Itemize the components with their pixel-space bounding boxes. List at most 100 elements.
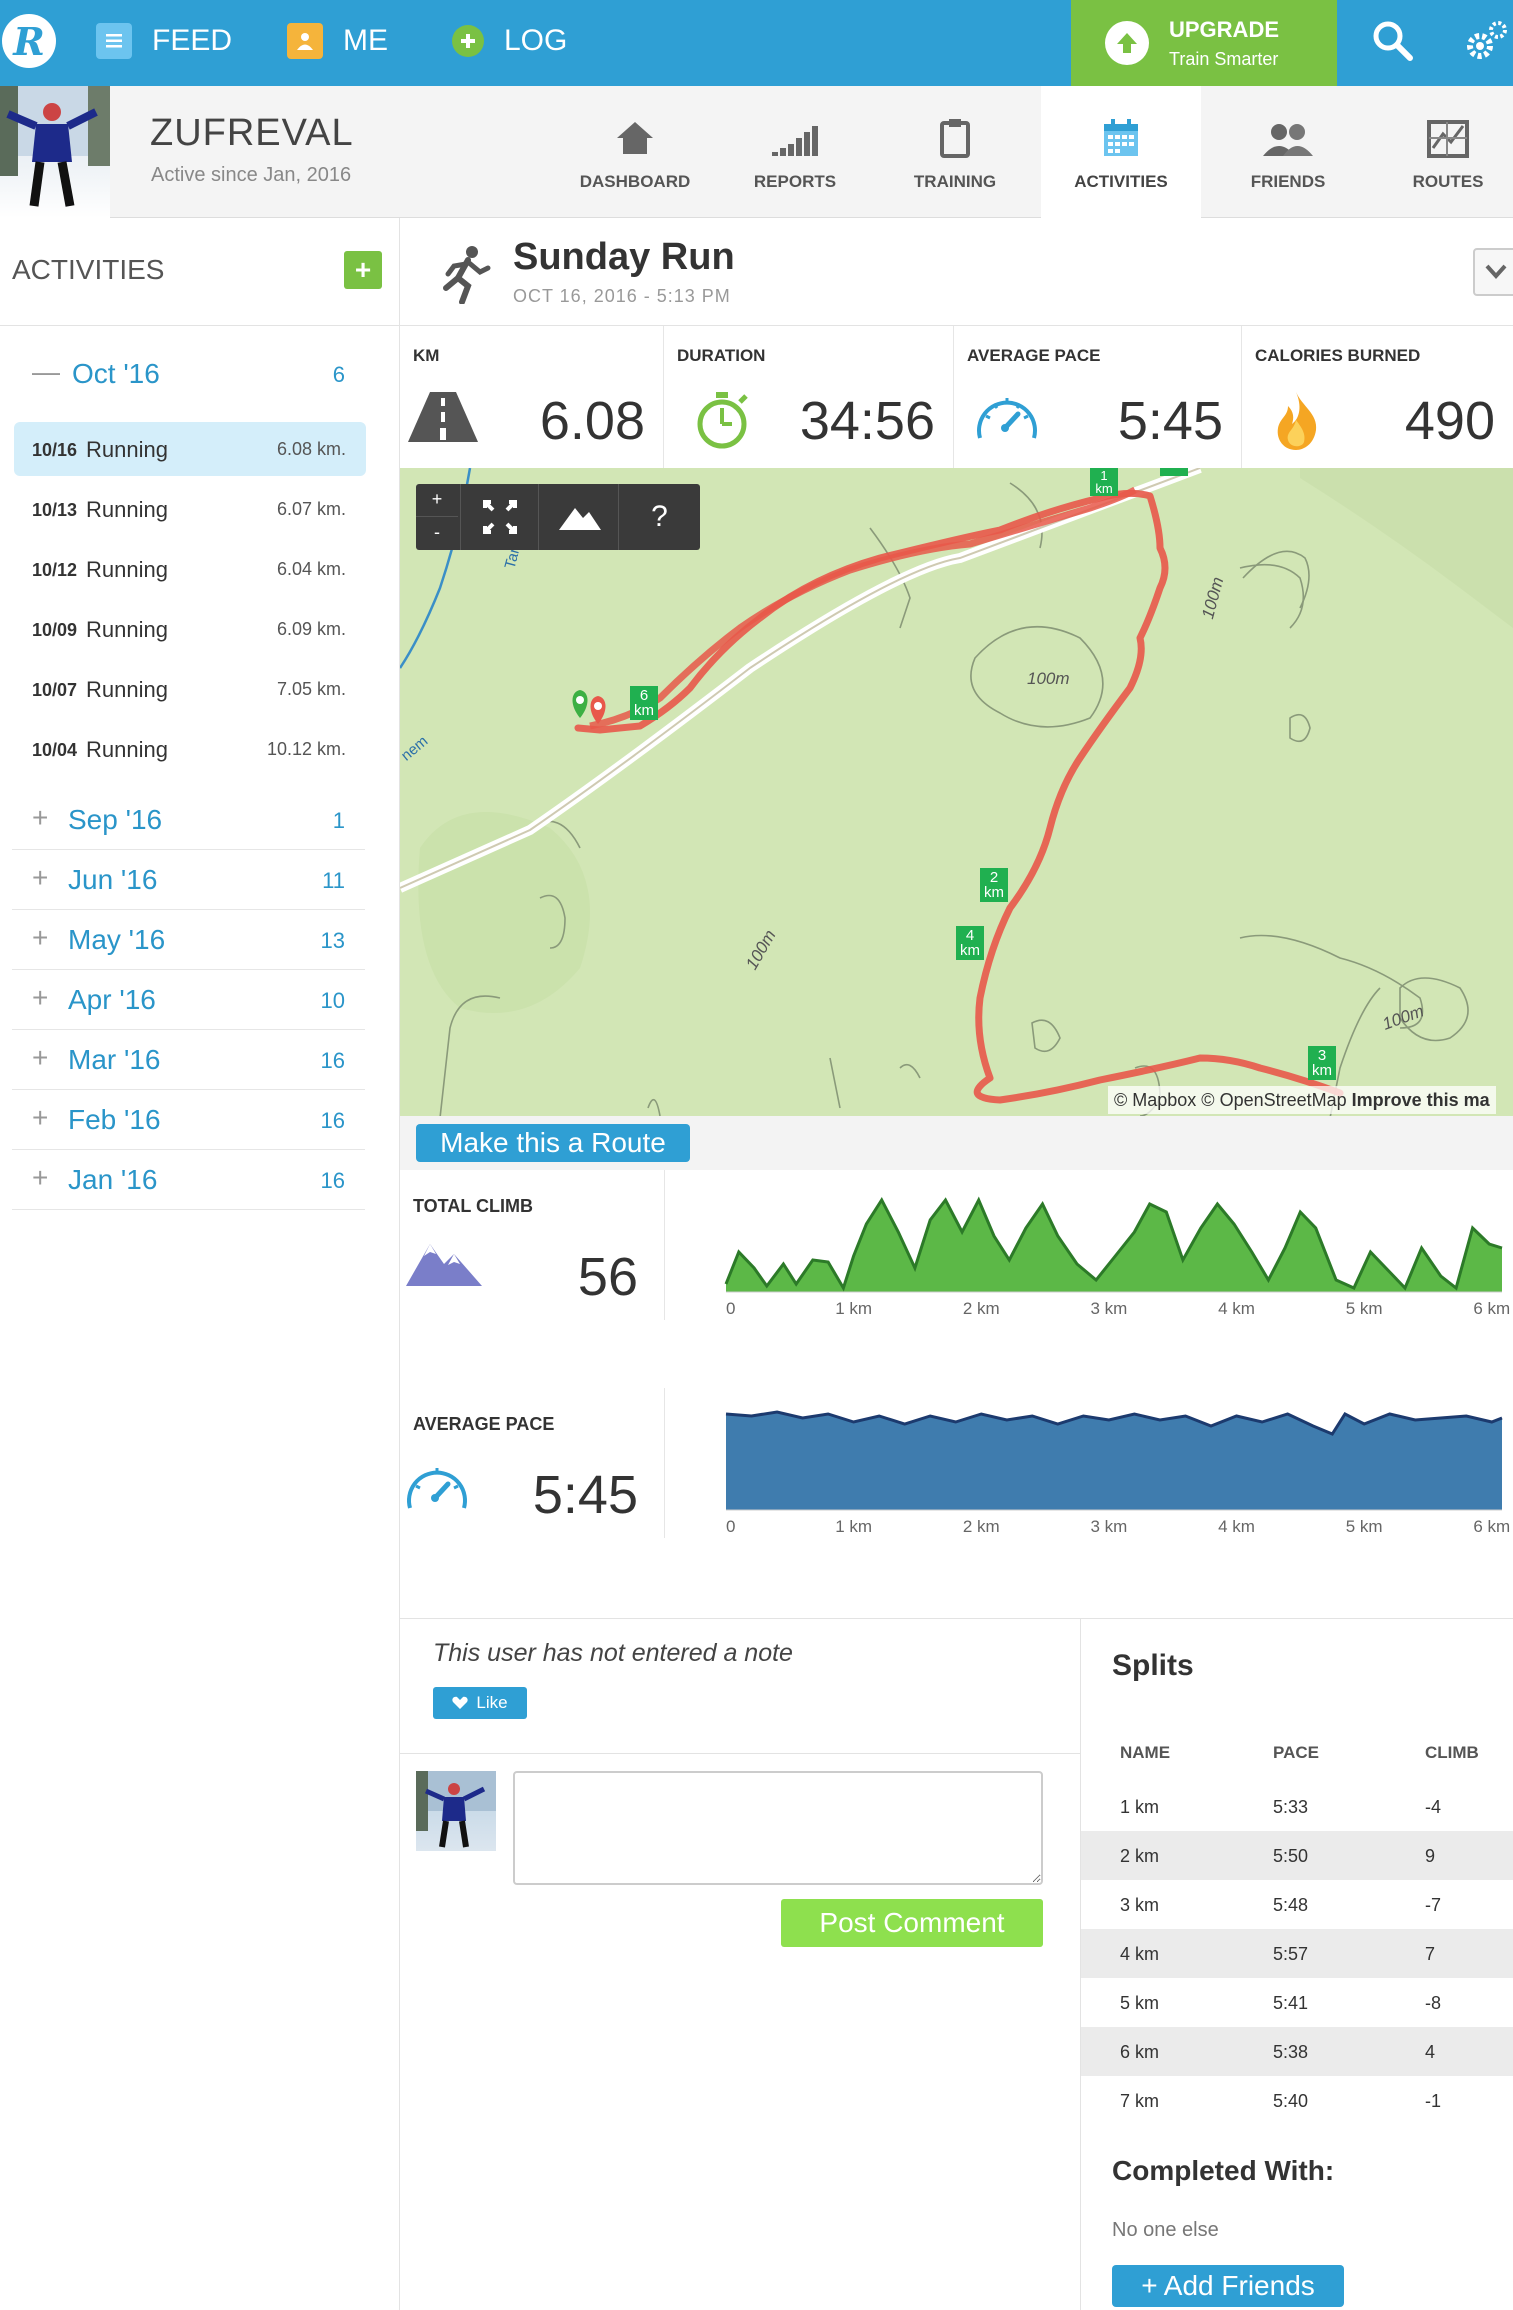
user-avatar[interactable] [0, 86, 110, 218]
expand-icon: + [32, 862, 49, 893]
expand-icon: + [32, 1042, 49, 1073]
activity-header: Sunday Run OCT 16, 2016 - 5:13 PM [400, 218, 1513, 326]
stat-distance-value: 6.08 [539, 391, 645, 451]
speedometer-icon [407, 1468, 467, 1509]
month-count: 16 [320, 1168, 345, 1193]
tab-reports-label: REPORTS [753, 172, 837, 191]
month-item[interactable]: + Sep '16 1 [12, 790, 365, 850]
zoom-out-button[interactable]: - [434, 522, 440, 542]
km-marker-partial [1160, 468, 1188, 476]
activity-item[interactable]: 10/07 Running 7.05 km. [14, 662, 366, 716]
divider [664, 1388, 665, 1538]
activity-item[interactable]: 10/16 Running 6.08 km. [14, 422, 366, 476]
activity-name: Running [86, 557, 168, 582]
post-comment-button[interactable]: Post Comment [781, 1899, 1043, 1947]
split-name: 5 km [1120, 1993, 1160, 2013]
expand-icon: + [32, 802, 49, 833]
x-tick-label: 1 km [835, 1517, 872, 1536]
like-button[interactable]: Like [433, 1687, 527, 1719]
activity-distance: 6.09 km. [276, 619, 346, 639]
map-help-button[interactable]: ? [618, 484, 700, 550]
divider [664, 1170, 665, 1320]
month-item[interactable]: + Jan '16 16 [12, 1150, 365, 1210]
tab-friends[interactable]: FRIENDS [1208, 86, 1368, 218]
km-marker[interactable]: 3 km [1308, 1046, 1336, 1080]
activity-item[interactable]: 10/09 Running 6.09 km. [14, 602, 366, 656]
month-label: Feb '16 [68, 1104, 161, 1135]
upgrade-button[interactable]: UPGRADE Train Smarter [1071, 0, 1337, 86]
sidebar-header: ACTIVITIES + [0, 218, 400, 326]
month-count: 6 [332, 362, 345, 387]
x-tick-label: 5 km [1346, 1299, 1383, 1318]
km-marker[interactable]: 4 km [956, 926, 984, 960]
month-item[interactable]: + Apr '16 10 [12, 970, 365, 1030]
fullscreen-button[interactable] [460, 484, 538, 550]
activity-name: Running [86, 497, 168, 522]
activity-item[interactable]: 10/12 Running 6.04 km. [14, 542, 366, 596]
heart-icon [452, 1696, 469, 1709]
km-marker[interactable]: 6 km [630, 686, 658, 720]
x-tick-label: 1 km [835, 1299, 872, 1318]
logo-icon: R [2, 14, 56, 68]
route-map[interactable]: 100m 100m 100m 100m Tar nem 1 km 2 km 3 km … [400, 468, 1513, 1116]
chart-line [724, 1196, 1503, 1292]
map-attribution-text: © Mapbox © OpenStreetMap [1114, 1090, 1347, 1110]
month-item[interactable]: + Jun '16 11 [12, 850, 365, 910]
chart-area [726, 1200, 1502, 1292]
split-row: 7 km 5:40 -1 [1081, 2076, 1513, 2125]
search-icon[interactable] [1368, 16, 1416, 66]
activity-item[interactable]: 10/13 Running 6.07 km. [14, 482, 366, 536]
km-marker-unit: km [984, 884, 1004, 901]
nav-feed[interactable]: FEED [96, 0, 232, 82]
month-label: May '16 [68, 924, 166, 955]
split-pace: 5:38 [1273, 2042, 1309, 2062]
add-friends-button[interactable]: + Add Friends [1112, 2265, 1344, 2307]
km-marker-number: 4 [965, 927, 975, 944]
settings-gear-icon[interactable] [1462, 16, 1510, 66]
tab-training[interactable]: TRAINING [875, 86, 1035, 218]
upgrade-title: UPGRADE [1169, 16, 1280, 42]
tab-dashboard[interactable]: DASHBOARD [555, 86, 715, 218]
month-item[interactable]: + May '16 13 [12, 910, 365, 970]
nav-me[interactable]: ME [287, 0, 388, 82]
profile-bar: ZUFREVAL Active since Jan, 2016 DASHBOAR… [0, 86, 1513, 218]
activity-item[interactable]: 10/04 Running 10.12 km. [14, 722, 366, 776]
stat-calories-value: 490 [1404, 391, 1495, 451]
tab-activities[interactable]: ACTIVITIES [1041, 86, 1201, 218]
km-marker[interactable]: 1 km [1090, 468, 1118, 496]
tab-friends-label: FRIENDS [1250, 172, 1326, 191]
x-tick-label: 3 km [1090, 1299, 1127, 1318]
add-activity-button[interactable]: + [344, 251, 382, 289]
month-item[interactable]: + Mar '16 16 [12, 1030, 365, 1090]
nav-log[interactable]: LOG [452, 0, 567, 82]
make-route-button[interactable]: Make this a Route [416, 1124, 690, 1162]
road-icon [408, 392, 478, 442]
month-oct-16[interactable]: — Oct '16 6 [12, 344, 365, 404]
tab-routes[interactable]: ROUTES [1368, 86, 1513, 218]
terrain-button[interactable] [538, 484, 618, 550]
climb-chart: 0 1 km 2 km 3 km 4 km 5 km 6 km [724, 1196, 1510, 1318]
km-marker-number: 1 [1100, 468, 1108, 483]
x-tick-label: 4 km [1218, 1517, 1255, 1536]
tab-training-label: TRAINING [913, 172, 997, 191]
zoom-in-button[interactable]: + [416, 484, 458, 517]
tab-reports[interactable]: REPORTS [715, 86, 875, 218]
app-logo[interactable]: R [0, 0, 58, 82]
improve-map-link[interactable]: Improve this ma [1351, 1090, 1490, 1110]
runner-icon [443, 246, 491, 304]
activity-menu-button[interactable] [1473, 248, 1513, 296]
split-pace: 5:48 [1273, 1895, 1309, 1915]
comment-input[interactable] [513, 1771, 1043, 1885]
km-marker-number: 2 [989, 869, 999, 886]
split-climb: -7 [1425, 1895, 1442, 1915]
month-label: Mar '16 [68, 1044, 161, 1075]
pace-chart: 0 1 km 2 km 3 km 4 km 5 km 6 km [725, 1410, 1510, 1536]
pace-label: AVERAGE PACE [413, 1414, 555, 1434]
month-item[interactable]: + Feb '16 16 [12, 1090, 365, 1150]
climb-label: TOTAL CLIMB [413, 1196, 533, 1216]
contour-label: 100m [1027, 669, 1070, 688]
km-marker[interactable]: 2 km [980, 868, 1008, 902]
split-row: 1 km 5:33 -4 [1081, 1782, 1513, 1831]
split-pace: 5:41 [1273, 1993, 1309, 2013]
divider [400, 1753, 1081, 1754]
